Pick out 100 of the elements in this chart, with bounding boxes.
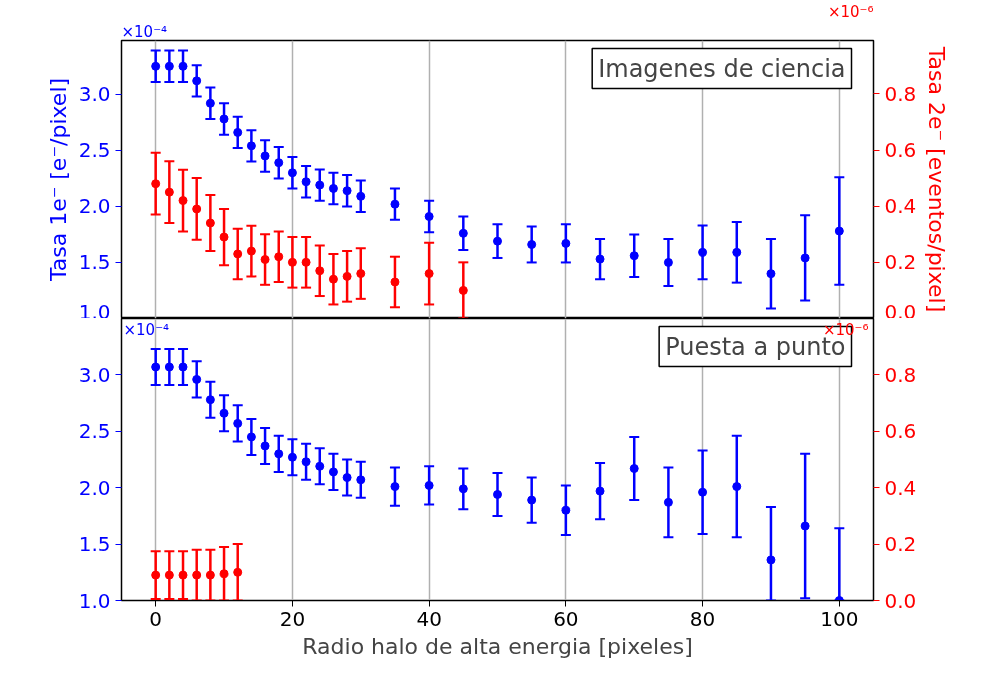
point — [260, 255, 270, 265]
y2-tick-label: 0.0 — [884, 299, 917, 324]
text: ×10⁻⁶ — [827, 2, 874, 21]
point — [178, 196, 188, 206]
point — [732, 482, 742, 492]
point — [274, 158, 284, 168]
x-tick-label: 80 — [689, 606, 716, 631]
y2-tick-label: 0.8 — [884, 362, 917, 387]
point — [164, 61, 174, 71]
point — [595, 254, 605, 264]
point — [356, 269, 366, 279]
point — [595, 486, 605, 496]
point — [315, 180, 325, 190]
point — [205, 218, 215, 228]
point — [301, 177, 311, 187]
point — [164, 362, 174, 372]
y-tick-label: 2.5 — [78, 419, 111, 444]
point — [663, 497, 673, 507]
y2-tick-label: 0.6 — [884, 138, 917, 163]
point — [219, 114, 229, 124]
point — [629, 464, 639, 474]
point — [246, 141, 256, 151]
point — [424, 269, 434, 279]
point — [274, 252, 284, 262]
y2-tick-label: 0.2 — [884, 532, 917, 557]
point — [698, 487, 708, 497]
point — [561, 238, 571, 248]
text: ×10⁻⁴ — [121, 22, 168, 41]
x-tick-label: 0 — [149, 606, 163, 631]
y-axis-title: Tasa 1e⁻ [e⁻/pixel] — [45, 77, 71, 283]
y2-tick-label: 0.6 — [884, 419, 917, 444]
point — [151, 362, 161, 372]
point — [561, 505, 571, 515]
y-tick-label: 1.5 — [78, 250, 111, 275]
point — [390, 482, 400, 492]
point — [274, 449, 284, 459]
y-tick-label: 2.5 — [78, 138, 111, 163]
x-tick-label: 40 — [416, 606, 442, 631]
point — [458, 228, 468, 238]
text: Imagenes de ciencia — [598, 54, 846, 83]
x-tick-label: 20 — [279, 606, 306, 631]
point — [390, 199, 400, 209]
y-tick-label: 1.0 — [78, 588, 111, 613]
point — [458, 484, 468, 494]
y-tick-label: 2.0 — [78, 194, 111, 219]
point — [328, 183, 338, 193]
point — [151, 61, 161, 71]
point — [698, 247, 708, 257]
point — [301, 257, 311, 267]
point — [233, 418, 243, 428]
y-tick-label: 3.0 — [78, 82, 111, 107]
annotation: ×10⁻⁴ — [123, 320, 170, 339]
point — [301, 457, 311, 467]
point — [527, 240, 537, 250]
point — [205, 395, 215, 405]
point — [178, 362, 188, 372]
point — [834, 226, 844, 236]
point — [287, 452, 297, 462]
point — [328, 467, 338, 477]
point — [205, 98, 215, 108]
point — [390, 277, 400, 287]
y-tick-label: 2.0 — [78, 475, 111, 500]
point — [287, 257, 297, 267]
point — [356, 475, 366, 485]
point — [424, 480, 434, 490]
y-tick-label: 1.0 — [78, 299, 111, 324]
point — [356, 191, 366, 201]
point — [192, 204, 202, 214]
point — [192, 374, 202, 384]
point — [287, 168, 297, 178]
point — [800, 253, 810, 263]
point — [178, 61, 188, 71]
y-tick-label: 1.5 — [78, 532, 111, 557]
point — [151, 179, 161, 189]
point — [629, 251, 639, 261]
point — [732, 247, 742, 257]
point — [342, 271, 352, 281]
point — [219, 408, 229, 418]
x-tick-label: 100 — [820, 606, 859, 631]
point — [424, 212, 434, 221]
point — [766, 269, 776, 279]
y-tick-label: 3.0 — [78, 362, 111, 387]
point — [342, 473, 352, 483]
point — [192, 76, 202, 86]
y2-tick-label: 0.2 — [884, 250, 917, 275]
point — [800, 521, 810, 531]
point — [315, 266, 325, 276]
point — [493, 236, 502, 246]
x-axis-title: Radio halo de alta energia [pixeles] — [302, 633, 693, 659]
point — [246, 246, 256, 256]
y2-axis-title: Tasa 2e⁻ [eventos/pixel] — [924, 45, 950, 313]
point — [663, 257, 673, 267]
point — [246, 432, 256, 442]
point — [328, 274, 338, 284]
point — [493, 489, 502, 499]
point — [315, 461, 325, 471]
x-tick-label: 60 — [553, 606, 579, 631]
point — [233, 249, 243, 259]
y2-tick-label: 0.4 — [884, 194, 917, 219]
y2-tick-label: 0.0 — [884, 588, 917, 613]
